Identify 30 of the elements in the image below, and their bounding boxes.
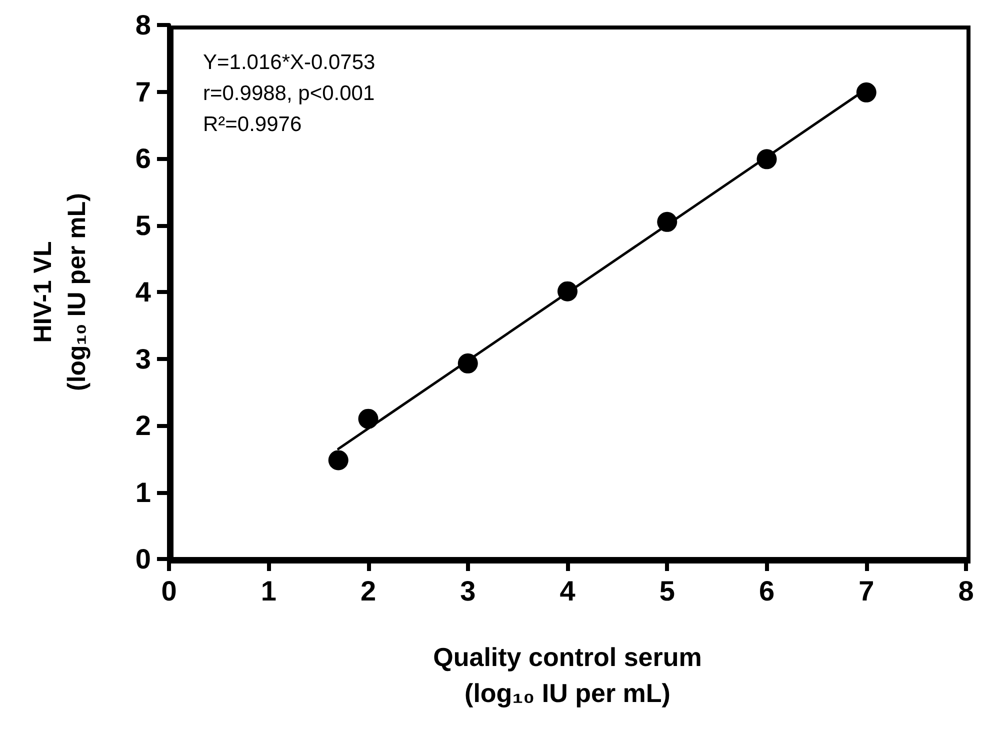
point: [756, 149, 777, 170]
annotation: R²=0.9976: [203, 113, 302, 136]
x-tick-label: 5: [659, 576, 675, 606]
y-tick-label: 1: [135, 476, 151, 508]
point: [458, 353, 478, 374]
x-tick-label: 4: [560, 576, 576, 606]
y-tick-label: 3: [135, 343, 151, 374]
y-tick-label: 5: [135, 210, 151, 241]
x-tick-label: 7: [858, 576, 874, 606]
point: [856, 82, 876, 102]
point: [358, 408, 378, 429]
x-tick-label: 6: [758, 576, 775, 606]
y-tick-label: 2: [135, 410, 151, 441]
y-tick-label: 0: [135, 544, 151, 574]
annotation: r=0.9988, p<0.001: [203, 82, 375, 105]
y-tick-label: 8: [135, 10, 151, 40]
y-tick-label: 7: [135, 76, 151, 108]
x-tick-label: 3: [460, 576, 476, 606]
x-tick-label: 8: [958, 576, 974, 606]
x-tick-label: 2: [360, 576, 376, 606]
y-tick-label: 6: [135, 143, 151, 174]
y-tick-label: 4: [135, 276, 152, 308]
x-tick-label: 0: [161, 576, 177, 606]
annotation: Y=1.016*X-0.0753: [203, 51, 376, 74]
x-tick-label: 1: [260, 576, 276, 606]
point: [328, 450, 348, 470]
point: [558, 281, 578, 302]
point: [657, 212, 678, 232]
x-axis-title: Quality control serum (log₁₀ IU per mL): [433, 642, 702, 708]
y-axis-title: HIV-1 VL (log₁₀ IU per mL): [29, 193, 91, 391]
